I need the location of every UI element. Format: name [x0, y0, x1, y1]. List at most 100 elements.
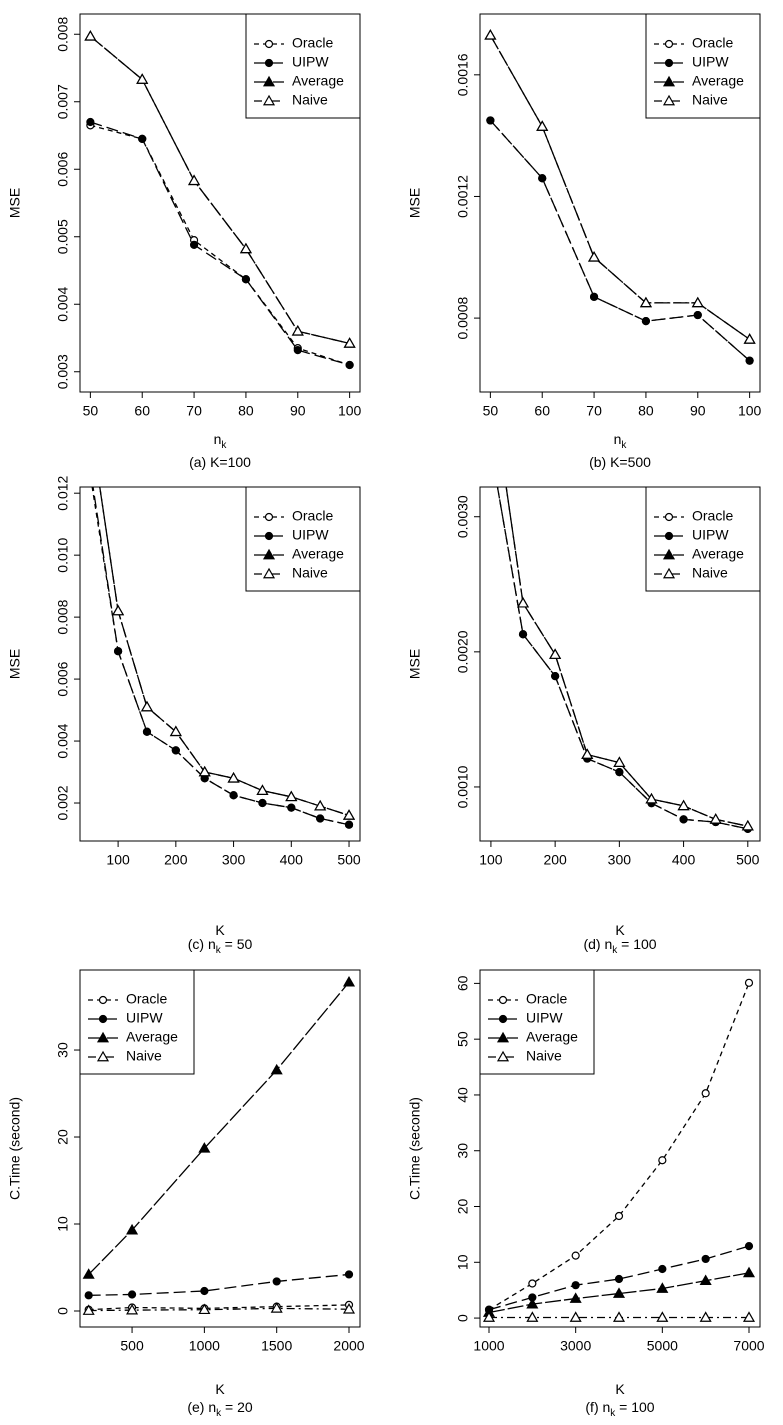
x-tick-label: 100: [738, 403, 762, 419]
x-tick-label: 70: [586, 403, 602, 419]
legend-label: UIPW: [292, 54, 329, 70]
point: [114, 647, 123, 656]
x-axis-label-sub: k: [221, 440, 227, 451]
legend-label: Naive: [292, 92, 328, 108]
legend-box: [479, 969, 595, 1075]
y-tick-label: 0.0020: [455, 630, 471, 673]
legend-label: Naive: [692, 565, 728, 581]
point: [82, 1304, 95, 1315]
point: [482, 1311, 496, 1322]
legend-marker: [662, 75, 676, 87]
point: [641, 317, 651, 326]
plot-frame: [479, 13, 761, 393]
point: [112, 604, 125, 616]
point: [487, 446, 494, 453]
plot-frame: [479, 486, 761, 842]
series-line: [88, 1307, 350, 1312]
x-tick-label: 300: [222, 852, 246, 868]
legend-marker: [264, 512, 274, 522]
y-axis-label: MSE: [407, 188, 423, 218]
point: [744, 978, 754, 987]
x-tick-label: 100: [106, 852, 130, 868]
caption-after: = 50: [221, 936, 253, 952]
point: [344, 820, 354, 829]
point: [293, 346, 302, 355]
point: [342, 809, 356, 820]
y-tick-label: 0.006: [55, 152, 71, 187]
x-tick-label: 300: [608, 852, 632, 868]
legend-label: UIPW: [292, 527, 329, 543]
legend-label: Average: [692, 546, 744, 562]
y-tick-label: 0.008: [55, 17, 71, 52]
y-tick-label: 0.008: [55, 599, 71, 634]
caption: (b) K=500: [589, 454, 651, 470]
y-tick-label: 30: [455, 1143, 471, 1159]
point: [742, 1311, 756, 1322]
legend-label: Oracle: [692, 35, 733, 51]
point: [679, 815, 688, 824]
legend-box: [645, 486, 761, 592]
legend-marker: [264, 58, 274, 68]
legend: Oracle UIPW Average Naive: [245, 486, 361, 592]
legend-marker: [262, 75, 276, 87]
x-tick-label: 1000: [189, 1338, 220, 1354]
point: [658, 1156, 667, 1165]
point: [588, 251, 601, 262]
legend-box: [645, 13, 761, 119]
legend-label: Oracle: [292, 508, 333, 524]
legend: Oracle UIPW Average Naive: [645, 486, 761, 592]
x-tick-label: 200: [543, 852, 567, 868]
point: [343, 337, 356, 348]
point: [86, 459, 93, 466]
point: [526, 1311, 539, 1322]
legend-label: Average: [692, 73, 744, 89]
legend-box: [245, 13, 361, 119]
legend-label: Naive: [526, 1048, 562, 1064]
point: [241, 275, 251, 284]
point: [140, 700, 154, 712]
point: [526, 1297, 539, 1309]
x-tick-label: 90: [290, 403, 306, 419]
y-tick-label: 0.0012: [455, 175, 471, 218]
legend-marker: [662, 94, 676, 106]
legend-marker: [662, 567, 676, 579]
point: [743, 333, 756, 344]
y-tick-label: 0.006: [55, 661, 71, 696]
point: [691, 296, 704, 308]
plot-area: [82, 975, 356, 1315]
point: [614, 1211, 624, 1221]
plot-frame: [79, 969, 361, 1328]
y-tick-label: 0.002: [55, 785, 71, 820]
legend-marker: [96, 1050, 110, 1062]
plot-area: [86, 459, 356, 829]
y-tick-label: 0.0008: [455, 296, 471, 339]
series-line: [489, 120, 751, 362]
legend-marker: [98, 995, 108, 1005]
series-line: [90, 121, 350, 366]
legend-label: Oracle: [292, 35, 333, 51]
legend-label: UIPW: [126, 1010, 163, 1026]
plot-frame: [79, 13, 361, 393]
point: [645, 792, 658, 804]
point: [142, 727, 152, 736]
x-tick-label: 2000: [333, 1338, 364, 1354]
caption-after: = 100: [615, 1399, 655, 1415]
x-tick-label: 500: [337, 852, 361, 868]
plot-area: [84, 30, 356, 370]
legend-label: Naive: [292, 565, 328, 581]
x-tick-label: 500: [120, 1338, 144, 1354]
y-tick-label: 0.0030: [455, 495, 471, 538]
point: [486, 377, 496, 386]
point: [487, 446, 494, 453]
point: [126, 1223, 139, 1235]
point: [86, 117, 95, 127]
panel: 0.0008 0.0012 0.0016 50 60 70 80 90 100 MSE nk (b) …: [407, 13, 762, 470]
caption: (c) nk = 50: [188, 936, 253, 956]
y-tick-label: 0.004: [55, 723, 71, 758]
point: [693, 310, 702, 320]
legend-marker: [496, 1050, 510, 1062]
legend-marker: [262, 567, 276, 579]
y-tick-label: 40: [455, 1087, 471, 1103]
x-axis-label-text: K: [215, 922, 225, 938]
y-tick-label: 0: [455, 1314, 471, 1322]
